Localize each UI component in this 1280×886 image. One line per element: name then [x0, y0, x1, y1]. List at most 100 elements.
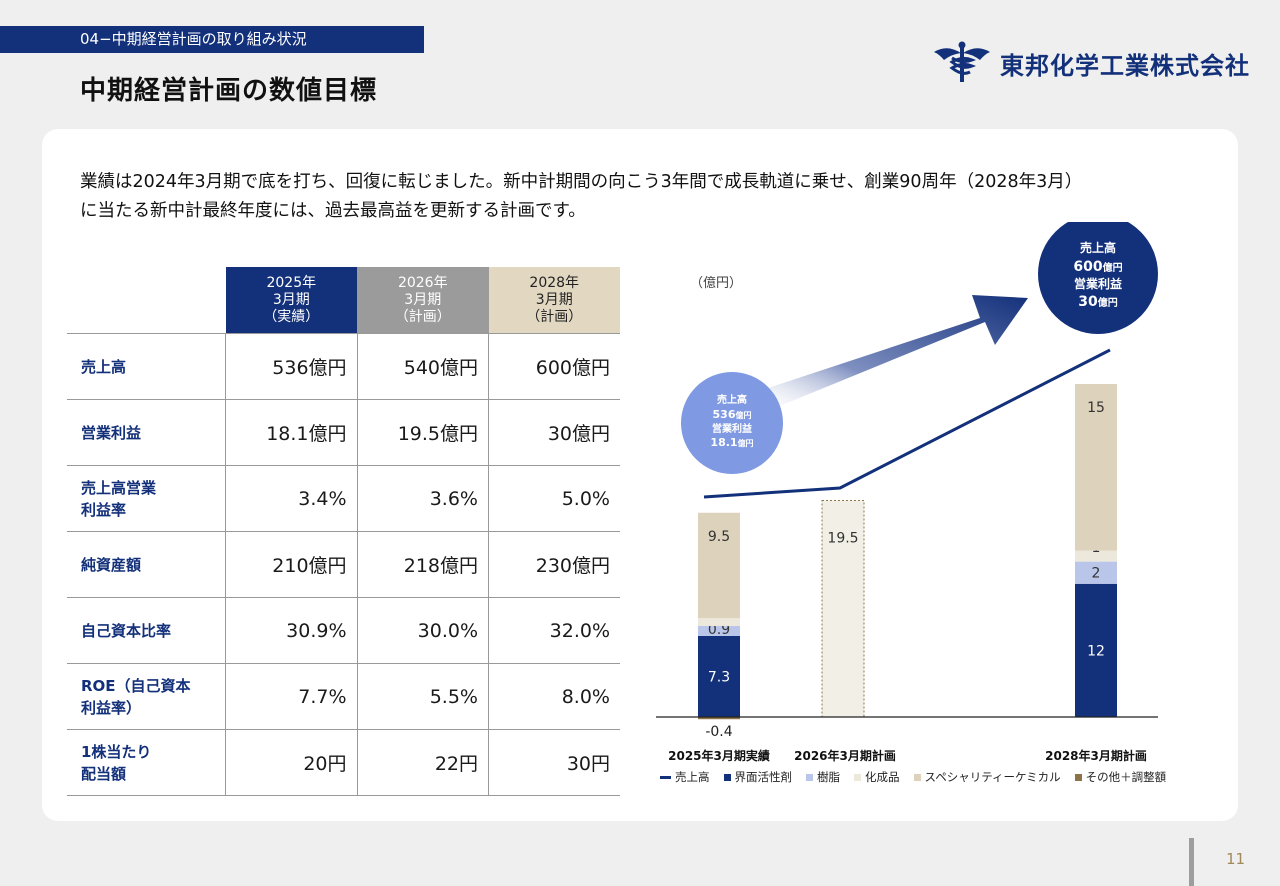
bar-segment	[1075, 384, 1117, 551]
bar-segment	[1075, 550, 1117, 562]
cell-value: 3.6%	[356, 465, 489, 532]
cell-value: 20円	[225, 729, 358, 796]
kpi-table: 2025年 3月期 （実績） 2026年 3月期 （計画） 2028年 3月期 （計画） 売…	[67, 267, 620, 796]
intro-line-2: に当たる新中計最終年度には、過去最高益を更新する計画です。	[80, 201, 586, 221]
data-label: 2	[1092, 566, 1101, 582]
bubble-2028: 売上高 600億円 営業利益 30億円	[1038, 222, 1158, 334]
legend-swatch	[913, 773, 921, 781]
bubble-2025: 売上高 536億円 営業利益 18.1億円	[681, 372, 783, 474]
header-2026: 2026年 3月期 （計画）	[357, 267, 489, 334]
growth-arrow	[762, 295, 1028, 410]
company-logo: 東邦化学工業株式会社	[932, 40, 1249, 84]
cell-value: 540億円	[356, 333, 489, 400]
data-label: 12	[1087, 643, 1105, 659]
legend-label: 樹脂	[817, 770, 840, 784]
table-row: 自己資本比率 30.9% 30.0% 32.0%	[67, 597, 620, 664]
data-label: -0.4	[705, 724, 732, 740]
row-label: 純資産額	[67, 531, 226, 598]
bubble-2028-l3: 営業利益	[1074, 276, 1122, 291]
bar-segment	[698, 512, 740, 619]
page-number: 11	[1226, 850, 1246, 868]
bubble-2025-l2: 536億円	[713, 408, 752, 421]
bar-segment	[698, 717, 740, 720]
legend-item: その他＋調整額	[1074, 769, 1167, 785]
legend-label: 化成品	[865, 770, 900, 784]
legend-item: 売上高	[660, 769, 710, 785]
table-row: 純資産額 210億円 218億円 230億円	[67, 531, 620, 598]
row-label: 売上高営業 利益率	[67, 465, 226, 532]
row-label: 営業利益	[67, 399, 226, 466]
caduceus-logo-icon	[934, 41, 990, 82]
data-label: 19.5	[827, 531, 858, 547]
cell-value: 7.7%	[225, 663, 358, 730]
bar-segment	[1075, 583, 1117, 717]
legend-item: 化成品	[854, 769, 900, 785]
legend-label: 界面活性剤	[734, 770, 793, 784]
legend-swatch	[806, 773, 813, 781]
table-row: 売上高営業 利益率 3.4% 3.6% 5.0%	[67, 465, 620, 532]
legend-item: スペシャリティーケミカル	[913, 769, 1061, 785]
cell-value: 600億円	[488, 333, 620, 400]
legend-swatch	[660, 775, 671, 779]
header-2028: 2028年 3月期 （計画）	[488, 267, 620, 334]
row-label: 売上高	[67, 333, 226, 400]
cell-value: 230億円	[488, 531, 620, 598]
cell-value: 30億円	[488, 399, 620, 466]
legend-item: 界面活性剤	[723, 769, 793, 785]
legend-swatch	[723, 773, 731, 781]
legend-label: その他＋調整額	[1085, 770, 1167, 784]
bubble-2028-l2: 600億円	[1073, 259, 1122, 275]
table-row: 営業利益 18.1億円 19.5億円 30億円	[67, 399, 620, 466]
cell-value: 5.0%	[488, 465, 620, 532]
chart-legend: 売上高 界面活性剤 樹脂 化成品 スペシャリティーケミカル その他＋調整額	[660, 769, 1166, 785]
cell-value: 218億円	[356, 531, 489, 598]
section-label: 04−中期経営計画の取り組み状況	[0, 26, 424, 53]
cell-value: 5.5%	[356, 663, 489, 730]
operating-profit-chart: 7.30.90.79.5-0.412211519.5 2025年3月期実績202…	[656, 222, 1158, 763]
cell-value: 8.0%	[488, 663, 620, 730]
page-number-bar	[1189, 838, 1194, 886]
bubble-2028-l1: 売上高	[1080, 240, 1116, 255]
bubble-2025-l3: 営業利益	[712, 422, 752, 435]
cell-value: 19.5億円	[356, 399, 489, 466]
row-label: ROE（自己資本 利益率）	[67, 663, 226, 730]
bubble-2025-l4: 18.1億円	[710, 436, 753, 449]
bubble-2028-l4: 30億円	[1078, 294, 1117, 310]
sales-trend-line	[703, 348, 1111, 499]
bar-segment	[698, 635, 740, 717]
page-title: 中期経営計画の数値目標	[80, 76, 378, 106]
bar-segment	[1075, 561, 1117, 584]
table-row: ROE（自己資本 利益率） 7.7% 5.5% 8.0%	[67, 663, 620, 730]
data-label: 15	[1087, 400, 1105, 416]
chart-unit: （億円）	[690, 276, 743, 291]
bubble-2025-l1: 売上高	[717, 393, 747, 406]
bar-segment	[698, 618, 740, 626]
company-name: 東邦化学工業株式会社	[1000, 52, 1250, 80]
intro-text: 業績は2024年3月期で底を打ち、回復に転じました。新中計期間の向こう3年間で成…	[80, 168, 1220, 226]
legend-swatch	[1074, 773, 1082, 781]
legend-label: 売上高	[675, 770, 710, 784]
cell-value: 536億円	[225, 333, 358, 400]
category-label: 2026年3月期計画	[794, 748, 896, 763]
cell-value: 22円	[356, 729, 489, 796]
cell-value: 210億円	[225, 531, 358, 598]
cell-value: 30.0%	[356, 597, 489, 664]
cell-value: 18.1億円	[225, 399, 358, 466]
legend-item: 樹脂	[806, 769, 840, 785]
category-label: 2025年3月期実績	[668, 748, 770, 763]
legend-label: スペシャリティーケミカル	[924, 770, 1061, 784]
table-row: 1株当たり 配当額 20円 22円 30円	[67, 729, 620, 796]
legend-swatch	[854, 773, 861, 781]
table-row: 売上高 536億円 540億円 600億円	[67, 333, 620, 400]
row-label: 1株当たり 配当額	[67, 729, 226, 796]
category-label: 2028年3月期計画	[1045, 748, 1147, 763]
data-label: 7.3	[708, 669, 730, 685]
cell-value: 30.9%	[225, 597, 358, 664]
data-label: 9.5	[708, 529, 730, 545]
cell-value: 30円	[488, 729, 620, 796]
cell-value: 3.4%	[225, 465, 358, 532]
bar-plan-2026	[821, 500, 865, 718]
bar-segment	[698, 625, 740, 636]
header-blank	[67, 267, 226, 334]
cell-value: 32.0%	[488, 597, 620, 664]
